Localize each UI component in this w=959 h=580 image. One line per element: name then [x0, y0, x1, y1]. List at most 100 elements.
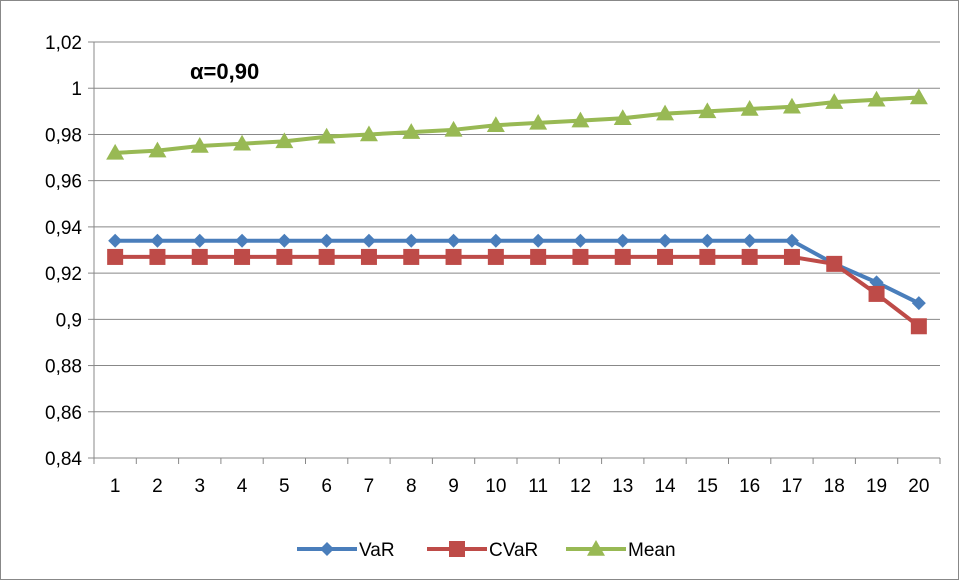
y-tick-label: 0,84 [45, 449, 82, 470]
data-point-mean [909, 88, 928, 105]
x-tick-label: 6 [321, 476, 332, 497]
data-point-cvar [149, 248, 166, 265]
data-point-mean [317, 127, 336, 144]
data-point-var [911, 296, 926, 311]
data-point-var [488, 233, 503, 248]
data-point-cvar [445, 248, 462, 265]
legend-item-var: VaR [297, 540, 395, 561]
data-point-cvar [657, 248, 674, 265]
y-tick-label: 0,86 [45, 403, 82, 424]
legend-label: CVaR [489, 540, 538, 561]
data-point-cvar [530, 248, 547, 265]
x-tick-label: 7 [364, 476, 375, 497]
x-tick-label: 9 [448, 476, 459, 497]
data-point-mean [444, 120, 463, 137]
x-tick-label: 19 [866, 476, 887, 497]
y-tick-label: 0,88 [45, 357, 82, 378]
data-point-mean [867, 90, 886, 107]
data-point-mean [571, 111, 590, 128]
legend-label: Mean [628, 540, 676, 561]
y-tick-label: 1,02 [45, 33, 82, 54]
y-tick-label: 0,98 [45, 125, 82, 146]
data-point-mean [233, 134, 252, 151]
alpha-annotation: α=0,90 [190, 59, 259, 84]
data-point-cvar [614, 248, 631, 265]
data-point-cvar [741, 248, 758, 265]
data-point-mean [656, 104, 675, 121]
data-point-var [404, 233, 419, 248]
data-point-cvar [107, 248, 124, 265]
legend-marker [449, 541, 465, 557]
x-tick-label: 5 [279, 476, 290, 497]
x-tick-label: 12 [570, 476, 591, 497]
x-tick-label: 13 [612, 476, 633, 497]
data-point-mean [106, 143, 125, 160]
series-group [106, 88, 928, 335]
data-point-cvar [783, 248, 800, 265]
data-point-var [108, 233, 123, 248]
x-tick-label: 11 [528, 476, 548, 497]
data-point-cvar [191, 248, 208, 265]
series-mean [106, 88, 928, 160]
data-point-var [615, 233, 630, 248]
y-tick-label: 0,9 [56, 310, 82, 331]
data-point-mean [529, 113, 548, 130]
y-tick-labels: 0,84 0,86 0,88 0,9 0,92 0,94 0,96 0,98 1 1,02 [45, 33, 82, 470]
data-point-mean [190, 137, 209, 153]
data-point-cvar [360, 248, 377, 265]
data-point-mean [148, 141, 167, 158]
data-point-mean [402, 123, 421, 139]
legend-marker [320, 542, 334, 556]
data-point-mean [359, 125, 378, 142]
data-point-mean [275, 132, 294, 149]
data-point-var [277, 233, 292, 248]
x-tick-label: 16 [739, 476, 760, 497]
data-point-mean [698, 102, 717, 119]
data-point-var [573, 233, 588, 248]
data-point-var [235, 233, 250, 248]
x-tick-labels: 1 2 3 4 5 6 7 8 9 10 11 12 13 14 15 16 17 18 19 20 [110, 476, 930, 497]
legend-label: VaR [359, 540, 395, 561]
x-tick-label: 3 [194, 476, 205, 497]
series-line-mean [115, 95, 919, 155]
data-point-cvar [403, 248, 420, 265]
data-point-cvar [318, 248, 335, 265]
data-point-cvar [868, 285, 885, 302]
y-tick-label: 0,94 [45, 218, 82, 239]
axes [88, 41, 941, 464]
series-line-var [115, 238, 920, 305]
x-tick-label: 2 [152, 476, 163, 497]
data-point-var [531, 233, 546, 248]
data-point-mean [825, 93, 844, 109]
y-tick-label: 0,96 [45, 172, 82, 193]
x-tick-label: 4 [237, 476, 248, 497]
data-point-var [658, 233, 673, 248]
legend: VaR CVaR Mean [297, 540, 676, 561]
x-tick-label: 15 [697, 476, 718, 497]
x-tick-label: 10 [485, 476, 506, 497]
series-cvar [107, 248, 927, 335]
data-point-mean [613, 109, 632, 126]
data-point-mean [486, 116, 505, 132]
data-point-cvar [572, 248, 589, 265]
data-point-cvar [276, 248, 293, 265]
data-point-mean [782, 97, 801, 114]
y-tick-label: 1 [71, 79, 82, 100]
data-point-var [869, 275, 884, 290]
data-point-cvar [699, 248, 716, 265]
data-point-cvar [234, 248, 251, 265]
data-point-var [742, 233, 757, 248]
legend-item-mean: Mean [566, 540, 676, 561]
gridlines [94, 41, 940, 413]
x-tick-label: 18 [824, 476, 845, 497]
x-tick-label: 20 [908, 476, 929, 497]
data-point-var [784, 233, 799, 248]
data-point-mean [740, 100, 759, 116]
x-tick-label: 1 [110, 476, 121, 497]
data-point-var [700, 233, 715, 248]
data-point-var [361, 233, 376, 248]
data-point-var [192, 233, 207, 248]
